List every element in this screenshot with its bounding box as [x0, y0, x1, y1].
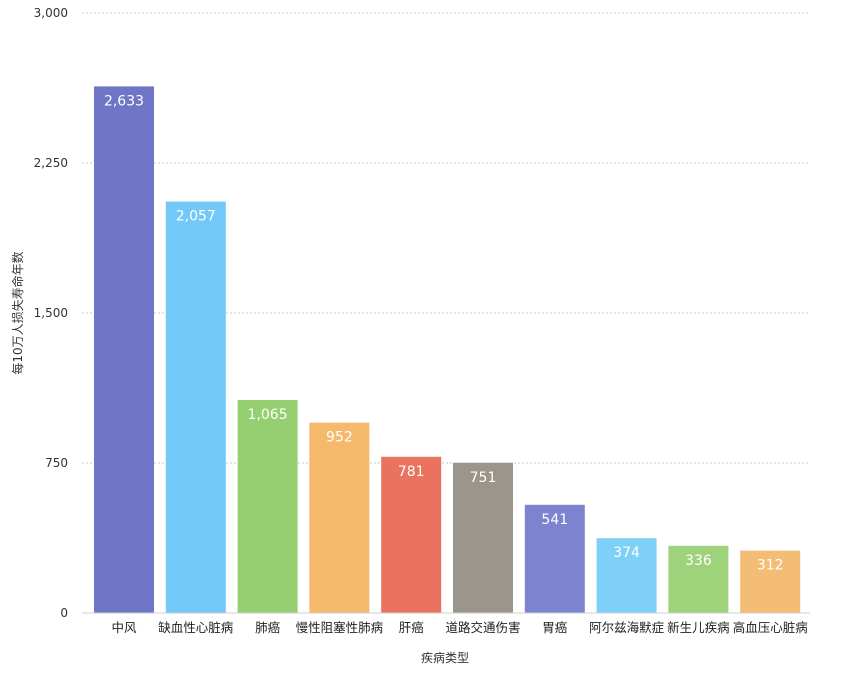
- bar-value-label: 374: [613, 545, 640, 561]
- x-category-label: 高血压心脏病: [733, 620, 808, 635]
- bars: [94, 86, 801, 613]
- bar: [94, 86, 154, 613]
- x-category-label: 中风: [111, 620, 137, 635]
- y-tick-label: 3,000: [34, 6, 68, 20]
- x-category-label: 慢性阻塞性肺病: [296, 620, 384, 635]
- x-category-label: 缺血性心脏病: [158, 620, 233, 635]
- y-axis-title: 每10万人损失寿命年数: [10, 251, 25, 374]
- x-axis-title: 疾病类型: [421, 650, 469, 665]
- bar-value-label: 781: [398, 464, 425, 480]
- y-tick-label: 1,500: [34, 306, 68, 320]
- x-category-label: 胃癌: [542, 620, 567, 635]
- bar: [740, 550, 801, 613]
- x-category-label: 肝癌: [399, 620, 424, 635]
- x-category-label: 新生儿疾病: [667, 620, 730, 635]
- bar: [165, 201, 226, 613]
- y-tick-label: 750: [45, 456, 68, 470]
- bar-value-label: 312: [757, 558, 784, 574]
- bar: [596, 538, 657, 613]
- bar: [237, 400, 298, 613]
- bar-value-label: 2,633: [104, 93, 144, 109]
- bar-value-label: 2,057: [176, 209, 216, 225]
- bar: [524, 504, 585, 613]
- x-category-label: 道路交通伤害: [445, 620, 520, 635]
- x-category-label: 肺癌: [255, 620, 280, 635]
- data-labels: 2,633 2,057 1,065 952 781 751 541 374 336 312: [104, 93, 784, 573]
- bar-value-label: 1,065: [248, 407, 288, 423]
- bar: [668, 545, 729, 613]
- bar-value-label: 336: [685, 553, 712, 569]
- y-tick-label: 2,250: [34, 156, 68, 170]
- bar: [309, 422, 370, 613]
- bar-value-label: 541: [541, 512, 568, 528]
- bar-value-label: 952: [326, 430, 353, 446]
- x-category-label: 阿尔兹海默症: [589, 620, 664, 635]
- y-tick-label: 0: [60, 606, 68, 620]
- bar: [453, 462, 513, 613]
- bar: [381, 456, 442, 613]
- bar-value-label: 751: [470, 470, 497, 486]
- x-axis-categories: 中风 缺血性心脏病 肺癌 慢性阻塞性肺病 肝癌 道路交通伤害 胃癌 阿尔兹海默症 新生儿疾病 高血…: [111, 620, 807, 635]
- y-axis-ticks: 0 750 1,500 2,250 3,000: [34, 6, 68, 620]
